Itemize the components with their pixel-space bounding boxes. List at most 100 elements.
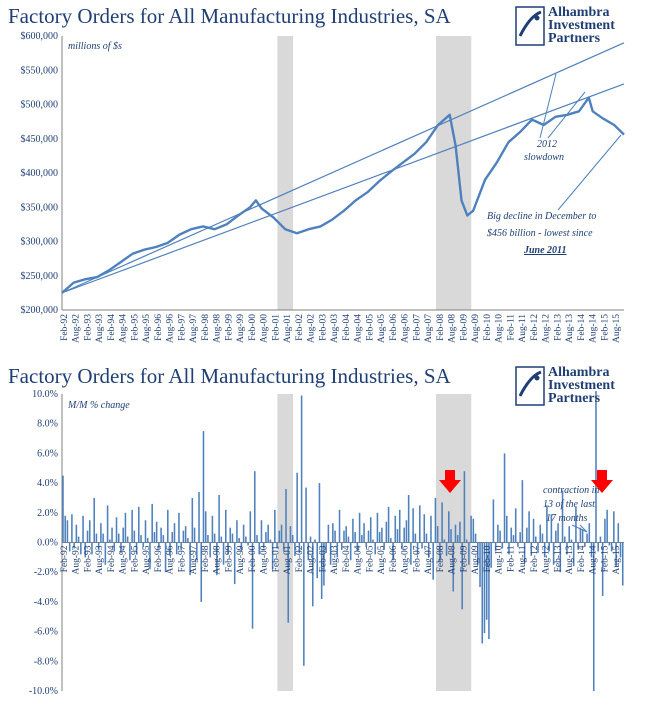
bar [334,530,336,543]
logo-text: Alhambra Investment Partners [548,365,615,406]
bar [396,529,399,543]
x-tick-label: Feb-09 [459,545,469,572]
trend-line [61,83,625,294]
bar [403,527,405,543]
x-tick-label: Feb-07 [412,545,422,572]
x-tick-label: Feb-97 [177,314,187,341]
x-tick-label: Feb-05 [365,314,375,341]
x-tick-label: Feb-11 [506,545,516,572]
bar [425,533,428,543]
x-tick-label: Aug-02 [307,314,317,343]
red-down-arrow-icon-2 [591,470,613,493]
bar [450,529,452,543]
bar [459,521,461,543]
bar [588,523,591,543]
bar [329,542,332,565]
line-chart-panel: Factory Orders for All Manufacturing Ind… [0,0,667,352]
bar [202,431,205,543]
red-down-arrow-icon [439,470,461,493]
bar [599,536,602,543]
x-tick-label: Feb-03 [318,545,328,572]
bar [526,527,528,543]
bar [354,532,356,543]
bar [144,520,147,543]
bar [62,475,64,543]
bar [287,542,290,623]
bar [619,542,622,558]
x-tick-label: Aug-08 [448,314,458,343]
bar [267,524,269,543]
logo-line-3: Partners [548,31,601,46]
bar [211,515,214,543]
bar [198,492,200,543]
x-tick-label: Aug-01 [283,545,293,574]
x-tick-label: Feb-02 [295,314,305,341]
x-tick-label: Aug-14 [589,545,599,574]
bar [617,523,620,543]
bar [563,536,566,543]
bar [577,542,579,550]
bar [432,542,434,580]
bar [209,542,211,558]
bar [314,539,316,543]
bar [100,523,102,543]
bar [537,542,539,553]
series-line [61,96,625,294]
x-tick-label: Aug-03 [330,545,340,574]
bar [149,542,151,570]
bar [376,512,379,543]
bar [124,512,127,543]
x-tick-label: Aug-10 [495,545,505,574]
bar [601,542,604,596]
factory-orders-line [61,96,625,294]
bar [173,523,176,543]
bar [187,538,189,543]
annotation-arrow-decline [557,134,622,211]
bar [372,539,374,543]
bar [461,542,463,610]
annotation-arrow-2012a [539,73,557,139]
bar [512,535,515,543]
bar [356,542,359,552]
bar [385,521,388,543]
x-tick-label: Aug-09 [471,545,481,574]
x-tick-label: Aug-01 [283,314,293,343]
bar [278,530,281,543]
bar [454,524,457,543]
bar [340,542,343,550]
bar [439,542,441,562]
bar [423,514,426,543]
bar [468,542,470,565]
x-tick-label: Aug-03 [330,314,340,343]
bar [358,512,361,543]
bar [555,530,557,543]
bar [448,511,450,543]
line-chart-plot: $200,000 $250,000 $300,000 $350,000 $400,000… [21,31,625,343]
x-tick-label: Aug-08 [448,545,458,574]
bar [260,520,263,543]
x-tick-label: Feb-06 [389,314,399,341]
x-tick-label: Aug-95 [142,545,152,574]
x-tick-label: Aug-15 [612,545,622,574]
logo-line-1: Alhambra [548,365,610,380]
bar [481,542,484,644]
bar [218,494,220,543]
bar [472,518,475,543]
bar [207,535,209,543]
bar [193,527,196,543]
bar [523,542,526,564]
bar [274,509,276,543]
bar [311,542,314,607]
x-tick-label: Aug-99 [236,545,246,574]
x-tick-label: Aug-10 [495,314,505,343]
bar [220,536,223,543]
bar [86,530,89,543]
x-tick-label: Aug-05 [377,545,387,574]
bar [247,542,249,546]
x-tick-label: Aug-13 [565,314,575,343]
annotation-decline-line2: $456 billion - lowest since [487,228,593,239]
x-tick-label: Feb-96 [154,545,164,572]
bar [104,542,107,565]
bar [414,533,417,543]
bar [258,542,261,555]
